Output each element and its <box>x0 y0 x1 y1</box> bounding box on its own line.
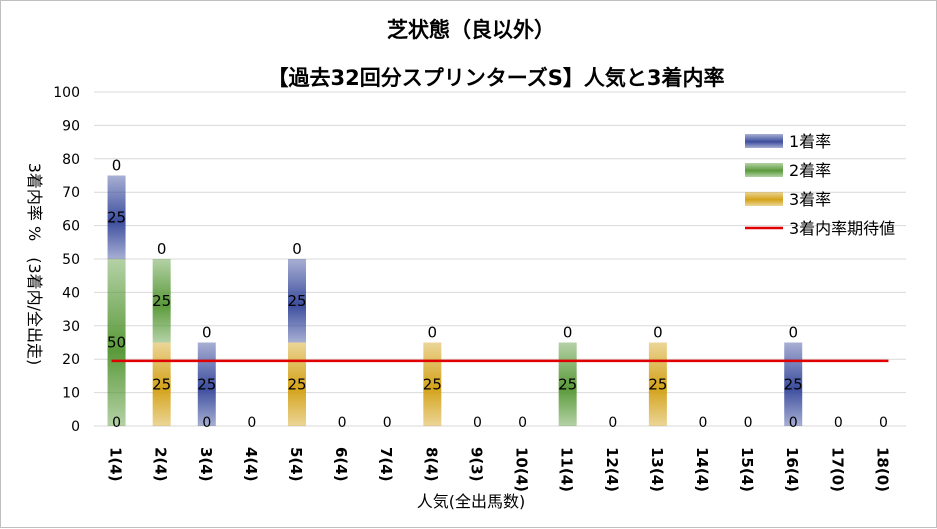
data-label: 0 <box>338 415 347 431</box>
x-tick-label: 17(0) <box>828 447 846 492</box>
legend: 1着率 2着率 3着率 3着内率期待値 <box>745 132 895 238</box>
x-tick-label: 8(4) <box>422 447 440 482</box>
data-label: 25 <box>197 375 216 393</box>
legend-label: 3着内率期待値 <box>789 219 895 238</box>
data-label: 0 <box>473 415 482 431</box>
data-label: 0 <box>699 415 708 431</box>
gridlines <box>94 91 906 427</box>
data-label: 0 <box>112 157 122 175</box>
y-tick-label: 0 <box>71 419 80 435</box>
y-tick-label: 20 <box>62 352 80 368</box>
x-tick-label: 1(4) <box>107 447 125 482</box>
y-tick-label: 30 <box>62 319 80 335</box>
data-label: 0 <box>157 240 167 258</box>
y-tick-label: 100 <box>53 85 80 101</box>
data-label: 25 <box>423 375 442 393</box>
bar-segment <box>152 259 171 343</box>
data-label: 0 <box>744 415 753 431</box>
x-tick-label: 18(0) <box>873 447 891 492</box>
data-label: 0 <box>202 415 211 431</box>
bar-segment <box>558 342 577 426</box>
data-label: 0 <box>834 415 843 431</box>
x-tick-label: 15(4) <box>738 447 756 492</box>
data-label: 25 <box>152 375 171 393</box>
bar-segment <box>107 259 126 426</box>
data-label: 0 <box>112 415 121 431</box>
chart-title: 芝状態（良以外） <box>387 18 555 42</box>
data-label: 25 <box>784 375 803 393</box>
chart-subtitle: 【過去32回分スプリンターズS】人気と3着内率 <box>268 66 725 90</box>
bar-segment <box>288 342 306 426</box>
bar-segment <box>423 342 442 426</box>
x-tick-label: 9(3) <box>467 447 485 482</box>
legend-label: 3着率 <box>789 190 831 209</box>
data-label: 25 <box>287 375 306 393</box>
legend-label: 2着率 <box>789 161 831 180</box>
x-tick-label: 12(4) <box>603 447 621 492</box>
y-tick-label: 80 <box>62 152 80 168</box>
y-tick-label: 90 <box>62 118 80 134</box>
x-tick-label: 10(4) <box>513 447 531 492</box>
y-axis-label: 3着内率 % (3着内/全出走) <box>25 163 44 366</box>
data-label: 25 <box>152 292 171 310</box>
data-label: 0 <box>518 415 527 431</box>
x-tick-label: 6(4) <box>332 447 350 482</box>
data-label: 0 <box>789 415 798 431</box>
x-axis-ticks: 1(4) 2(4) 3(4) 4(4) 5(4) 6(4) 7(4) 8(4) 9(3) 10(4… <box>107 447 892 492</box>
x-tick-label: 14(4) <box>693 447 711 492</box>
data-label: 0 <box>202 324 212 342</box>
bar-segment <box>288 259 306 343</box>
data-label: 0 <box>788 324 798 342</box>
x-tick-label: 2(4) <box>152 447 170 482</box>
legend-swatch <box>745 192 783 206</box>
y-tick-label: 40 <box>62 285 80 301</box>
x-tick-label: 4(4) <box>242 447 260 482</box>
data-label: 25 <box>107 208 126 226</box>
bars <box>107 175 803 426</box>
data-label: 0 <box>247 415 256 431</box>
y-tick-label: 70 <box>62 185 80 201</box>
data-label: 25 <box>558 375 577 393</box>
data-label: 0 <box>563 324 573 342</box>
bar-segment <box>152 342 171 426</box>
data-label: 0 <box>292 240 302 258</box>
data-label: 0 <box>428 324 438 342</box>
x-tick-label: 3(4) <box>197 447 215 482</box>
y-tick-label: 50 <box>62 252 80 268</box>
data-label: 0 <box>879 415 888 431</box>
data-label: 50 <box>107 334 126 352</box>
data-label: 25 <box>287 292 306 310</box>
x-tick-label: 11(4) <box>558 447 576 492</box>
data-label: 0 <box>608 415 617 431</box>
x-tick-label: 16(4) <box>783 447 801 492</box>
data-label: 0 <box>653 324 663 342</box>
legend-swatch <box>745 134 783 148</box>
bar-segment <box>648 342 667 426</box>
bar-segment <box>197 342 216 426</box>
data-label: 25 <box>648 375 667 393</box>
x-tick-label: 5(4) <box>287 447 305 482</box>
x-tick-label: 7(4) <box>377 447 395 482</box>
legend-label: 1着率 <box>789 132 831 151</box>
x-tick-label: 13(4) <box>648 447 666 492</box>
x-axis-label: 人気(全出馬数) <box>417 492 526 511</box>
y-tick-label: 10 <box>62 386 80 402</box>
bar-segment <box>784 342 803 426</box>
data-label: 0 <box>383 415 392 431</box>
y-tick-label: 60 <box>62 219 80 235</box>
bar-segment <box>107 175 126 259</box>
y-axis-ticks: 0 10 20 30 40 50 60 70 80 90 100 <box>53 85 80 435</box>
legend-swatch <box>745 163 783 177</box>
value-labels: 50 25 0 0 25 25 0 25 0 0 0 25 25 0 0 0 25 0 0 0 25 0 0 25 0 0 0 25 0… <box>107 157 888 432</box>
